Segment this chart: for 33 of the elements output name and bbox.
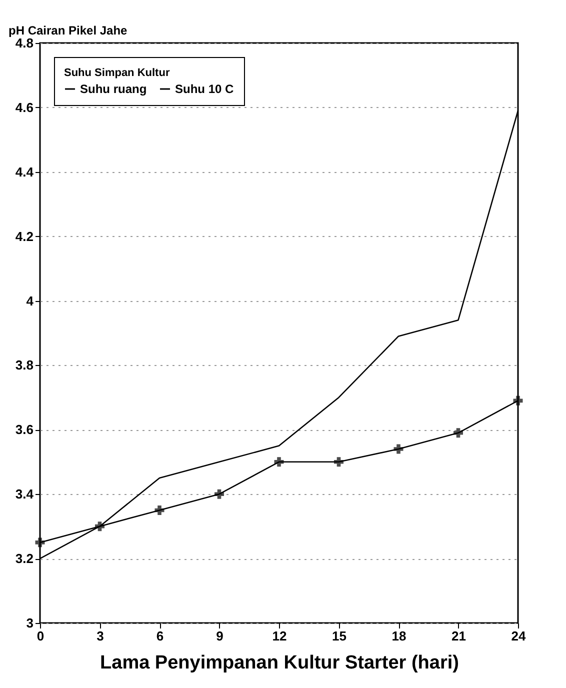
point	[394, 444, 404, 454]
x-tick-label: 0	[36, 628, 44, 644]
y-tick-label: 4.2	[15, 228, 34, 244]
y-tick-label: 3.2	[15, 551, 34, 566]
x-tick-label: 6	[156, 628, 164, 644]
point	[35, 538, 45, 548]
x-tick-label: 21	[452, 628, 466, 644]
y-tick-label: 4.6	[15, 100, 34, 115]
x-tick-label: 3	[96, 628, 104, 644]
y-tick-label: 4.4	[15, 164, 34, 180]
x-tick-label: 24	[511, 628, 526, 644]
y-tick-label: 4.8	[15, 36, 34, 50]
y-axis-title: pH Cairan Pikel Jahe	[8, 24, 128, 38]
point	[454, 428, 463, 438]
x-tick-label: 12	[272, 628, 287, 644]
y-tick-label: 3.4	[15, 486, 34, 502]
point	[513, 396, 523, 406]
y-tick-label: 3.6	[15, 422, 34, 438]
point	[334, 457, 344, 467]
y-tick-label: 3	[26, 616, 34, 630]
point	[214, 489, 224, 499]
x-tick-label: 9	[216, 628, 224, 644]
y-tick-label: 3.8	[15, 358, 34, 373]
point	[95, 522, 104, 532]
x-tick-label: 18	[392, 628, 406, 644]
point	[274, 457, 284, 467]
legend-label: Suhu ruang	[80, 82, 147, 96]
x-tick-label: 15	[332, 628, 346, 644]
y-tick-label: 4	[26, 293, 34, 308]
point	[154, 505, 164, 515]
legend-label: Suhu 10 C	[175, 82, 234, 96]
x-axis-title: Lama Penyimpanan Kultur Starter (hari)	[100, 652, 459, 674]
legend-title: Suhu Simpan Kultur	[64, 67, 170, 79]
